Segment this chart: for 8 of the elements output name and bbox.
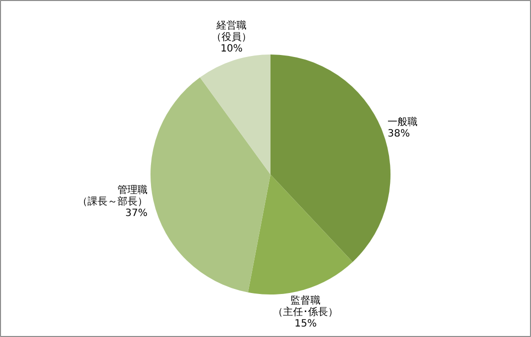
- data-label: 38%: [388, 128, 410, 140]
- data-label: 15%: [294, 318, 317, 330]
- slice-label: 監督職（主任･係長）: [273, 294, 338, 318]
- data-label: 10%: [220, 44, 243, 55]
- slice-label: 経営職（役員）: [212, 20, 252, 44]
- slice-label: 一般職: [388, 116, 418, 128]
- data-label: 37%: [125, 208, 148, 220]
- slice-label: 管理職（課長～部長）: [78, 184, 148, 208]
